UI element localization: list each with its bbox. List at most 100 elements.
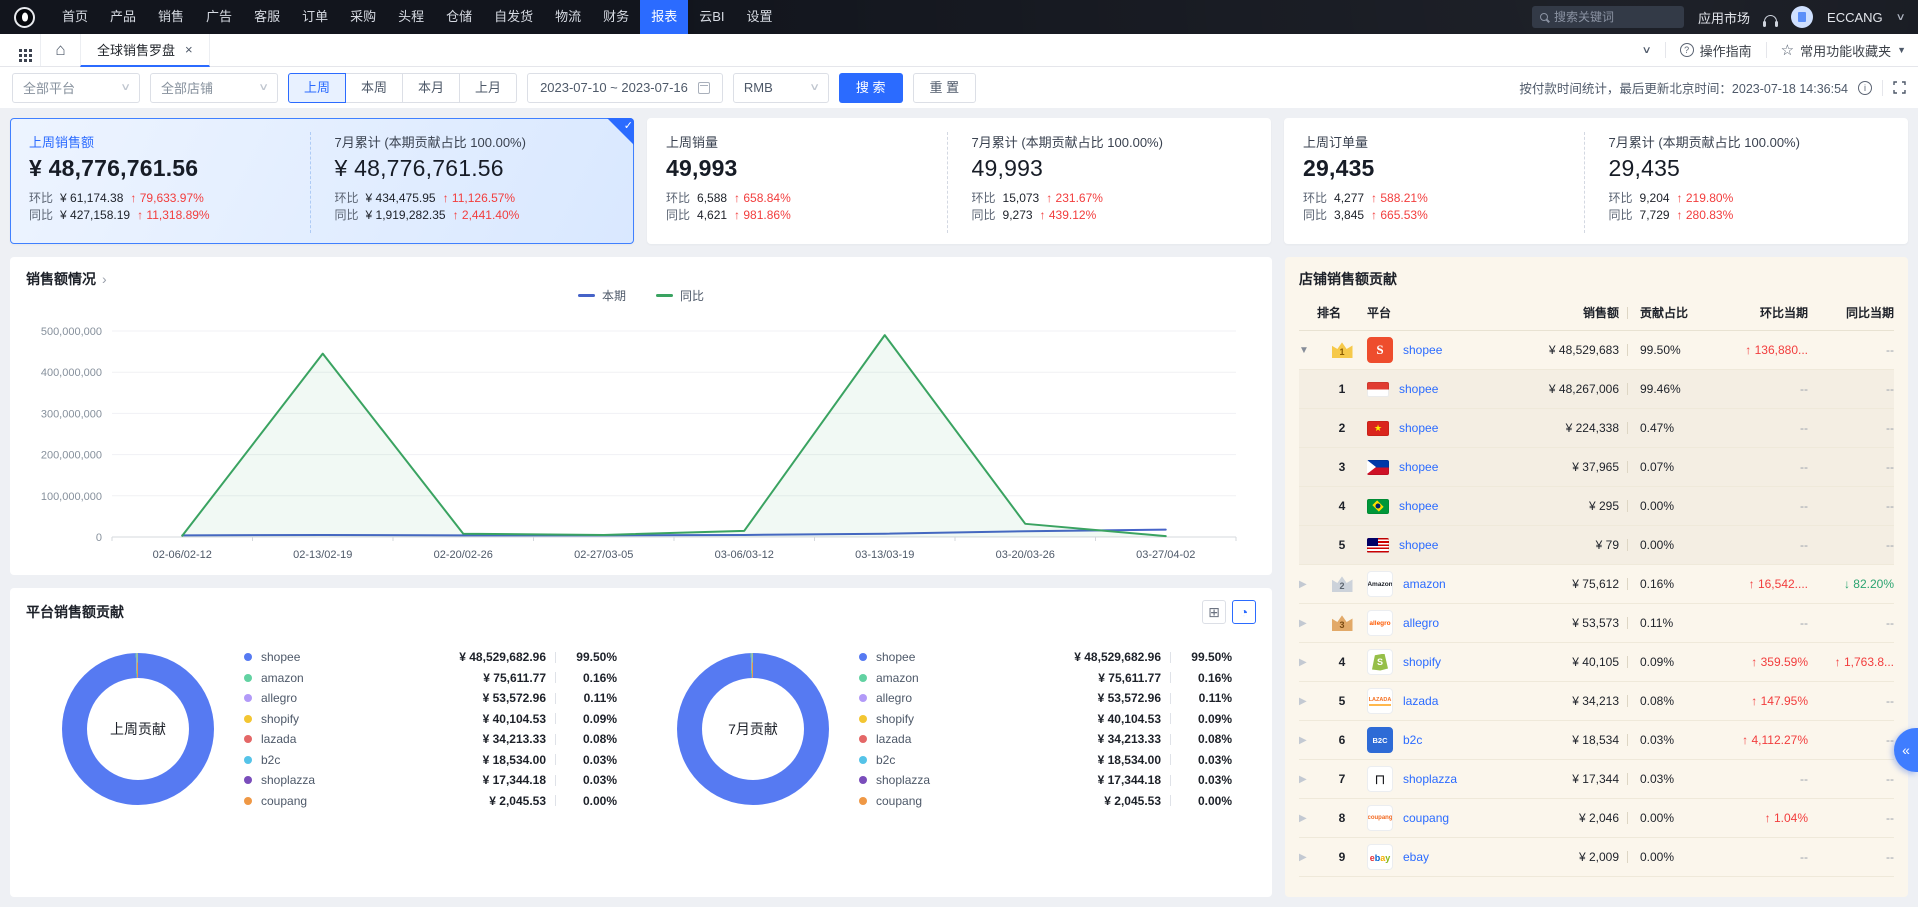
headset-icon[interactable] <box>1763 15 1779 27</box>
global-search[interactable] <box>1532 6 1685 28</box>
legend-item-shoplazza[interactable]: shoplazza ¥ 17,344.18 0.03% <box>859 773 1232 787</box>
expand-row-icon[interactable]: ▶ <box>1299 617 1307 629</box>
legend-item-shopify[interactable]: shopify ¥ 40,104.53 0.09% <box>244 712 617 726</box>
legend-item-amazon[interactable]: amazon ¥ 75,611.77 0.16% <box>244 671 617 685</box>
legend-item-b2c[interactable]: b2c ¥ 18,534.00 0.03% <box>859 753 1232 767</box>
platform-contribution-card: 平台销售额贡献 ⊞ ◔ 上周贡献 shopee ¥ 48,529,682.96 <box>10 588 1272 897</box>
yoy-value: ↑ 1,763.8... <box>1834 655 1894 669</box>
table-view-icon[interactable]: ⊞ <box>1202 600 1226 624</box>
legend-yoy[interactable]: 同比 <box>656 287 704 304</box>
platform-link-shopee[interactable]: shopee <box>1399 382 1439 396</box>
expand-row-icon[interactable]: ▶ <box>1299 812 1307 824</box>
expand-row-icon[interactable]: ▶ <box>1299 656 1307 668</box>
legend-item-coupang[interactable]: coupang ¥ 2,045.53 0.00% <box>859 794 1232 808</box>
pie-view-icon[interactable]: ◔ <box>1232 600 1256 624</box>
tabs-chevron-down-icon[interactable]: ∨ <box>1641 44 1653 56</box>
nav-item-客服[interactable]: 客服 <box>254 9 281 24</box>
platform-link-coupang[interactable]: coupang <box>1403 811 1450 825</box>
platform-link-shopee[interactable]: shopee <box>1399 499 1439 513</box>
legend-pct: 0.16% <box>582 670 617 685</box>
kpi-card-sales-volume[interactable]: 上周销量 49,993 环比 6,588 ↑ 658.84% 同比 4,621 ↑ 98… <box>647 118 1271 244</box>
legend-item-amazon[interactable]: amazon ¥ 75,611.77 0.16% <box>859 671 1232 685</box>
date-range-picker[interactable]: 2023-07-10 ~ 2023-07-16 <box>527 72 723 103</box>
nav-item-报表[interactable]: 报表 <box>640 0 689 34</box>
nav-item-仓储[interactable]: 仓储 <box>446 9 473 24</box>
nav-item-头程[interactable]: 头程 <box>398 9 425 24</box>
expand-row-icon[interactable]: ▶ <box>1299 734 1307 746</box>
july-donut-chart[interactable]: 7月贡献 <box>677 652 829 805</box>
favorites-menu[interactable]: ☆ 常用功能收藏夹 ▼ <box>1780 42 1906 59</box>
home-icon[interactable]: ⌂ <box>40 34 80 66</box>
legend-item-coupang[interactable]: coupang ¥ 2,045.53 0.00% <box>244 794 617 808</box>
nav-item-云BI[interactable]: 云BI <box>699 9 725 24</box>
expand-row-icon[interactable]: ▶ <box>1299 695 1307 707</box>
search-button[interactable]: 搜 索 <box>838 72 903 103</box>
currency-select[interactable]: RMB ∨ <box>732 72 829 103</box>
nav-item-订单[interactable]: 订单 <box>302 9 329 24</box>
reset-button[interactable]: 重 置 <box>912 72 977 103</box>
info-icon[interactable]: i <box>1858 80 1872 95</box>
tab-close-icon[interactable]: × <box>185 41 193 57</box>
nav-item-物流[interactable]: 物流 <box>555 9 582 24</box>
tab-global-sales-compass[interactable]: 全球销售罗盘 × <box>80 33 210 67</box>
legend-item-lazada[interactable]: lazada ¥ 34,213.33 0.08% <box>244 732 617 746</box>
legend-item-shopee[interactable]: shopee ¥ 48,529,682.96 99.50% <box>244 650 617 664</box>
rank-number: 3 <box>1338 460 1346 474</box>
nav-item-财务[interactable]: 财务 <box>603 9 630 24</box>
store-select[interactable]: 全部店铺 ∨ <box>150 72 278 103</box>
platform-link-shoplazza[interactable]: shoplazza <box>1403 772 1458 786</box>
expand-row-icon[interactable]: ▶ <box>1299 851 1307 863</box>
nav-item-首页[interactable]: 首页 <box>62 9 89 24</box>
avatar[interactable] <box>1791 6 1814 28</box>
nav-item-自发货[interactable]: 自发货 <box>494 9 534 24</box>
lazada-logo: LAZADA <box>1367 688 1393 714</box>
nav-item-广告[interactable]: 广告 <box>206 9 233 24</box>
detail-chevron-icon[interactable]: › <box>102 271 107 287</box>
nav-item-产品[interactable]: 产品 <box>110 9 137 24</box>
platform-link-shopee[interactable]: shopee <box>1399 538 1439 552</box>
platform-link-shopee[interactable]: shopee <box>1403 343 1443 357</box>
account-chevron-down-icon[interactable]: ∨ <box>1895 11 1906 23</box>
fullscreen-icon[interactable] <box>1893 81 1906 94</box>
period-last-month-button[interactable]: 上月 <box>459 72 518 103</box>
svg-text:02-20/02-26: 02-20/02-26 <box>434 549 493 561</box>
kpi-card-order-volume[interactable]: 上周订单量 29,435 环比 4,277 ↑ 588.21% 同比 3,845 ↑ 6… <box>1284 118 1908 244</box>
mom-value: ↑ 4,112.27% <box>1742 733 1808 747</box>
nav-item-销售[interactable]: 销售 <box>158 9 185 24</box>
platform-link-ebay[interactable]: ebay <box>1403 850 1430 864</box>
legend-item-shoplazza[interactable]: shoplazza ¥ 17,344.18 0.03% <box>244 773 617 787</box>
legend-item-shopify[interactable]: shopify ¥ 40,104.53 0.09% <box>859 712 1232 726</box>
platform-link-shopee[interactable]: shopee <box>1399 421 1439 435</box>
platform-link-lazada[interactable]: lazada <box>1403 694 1439 708</box>
apps-grid-icon[interactable] <box>10 48 40 52</box>
yoy-value: -- <box>1886 733 1894 747</box>
collapse-row-icon[interactable]: ▼ <box>1299 344 1309 356</box>
search-input[interactable] <box>1554 10 1665 24</box>
nav-item-设置[interactable]: 设置 <box>746 9 773 24</box>
guide-link[interactable]: ? 操作指南 <box>1679 41 1752 60</box>
legend-current-period[interactable]: 本期 <box>577 287 626 304</box>
expand-row-icon[interactable]: ▶ <box>1299 578 1307 590</box>
expand-row-icon[interactable]: ▶ <box>1299 773 1307 785</box>
platform-select[interactable]: 全部平台 ∨ <box>12 72 140 103</box>
account-name[interactable]: ECCANG <box>1827 9 1883 25</box>
legend-item-lazada[interactable]: lazada ¥ 34,213.33 0.08% <box>859 732 1232 746</box>
platform-link-allegro[interactable]: allegro <box>1403 616 1440 630</box>
nav-item-采购[interactable]: 采购 <box>350 9 377 24</box>
legend-item-allegro[interactable]: allegro ¥ 53,572.96 0.11% <box>244 691 617 705</box>
legend-item-b2c[interactable]: b2c ¥ 18,534.00 0.03% <box>244 753 617 767</box>
legend-item-allegro[interactable]: allegro ¥ 53,572.96 0.11% <box>859 691 1232 705</box>
platform-link-shopee[interactable]: shopee <box>1399 460 1439 474</box>
period-this-week-button[interactable]: 本周 <box>345 72 404 103</box>
platform-link-amazon[interactable]: amazon <box>1403 577 1446 591</box>
period-last-week-button[interactable]: 上周 <box>288 72 347 103</box>
period-this-month-button[interactable]: 本月 <box>402 72 461 103</box>
last-week-donut-chart[interactable]: 上周贡献 <box>62 652 214 805</box>
platform-link-shopify[interactable]: shopify <box>1403 655 1442 669</box>
platform-link-b2c[interactable]: b2c <box>1403 733 1423 747</box>
legend-item-shopee[interactable]: shopee ¥ 48,529,682.96 99.50% <box>859 650 1232 664</box>
app-market-link[interactable]: 应用市场 <box>1698 10 1751 26</box>
kpi-card-sales-amount[interactable]: ✓ 上周销售额 ¥ 48,776,761.56 环比 ¥ 61,174.38 ↑ 7… <box>10 118 634 244</box>
yoy-value: -- <box>1886 811 1894 825</box>
app-logo-icon[interactable] <box>14 6 35 28</box>
